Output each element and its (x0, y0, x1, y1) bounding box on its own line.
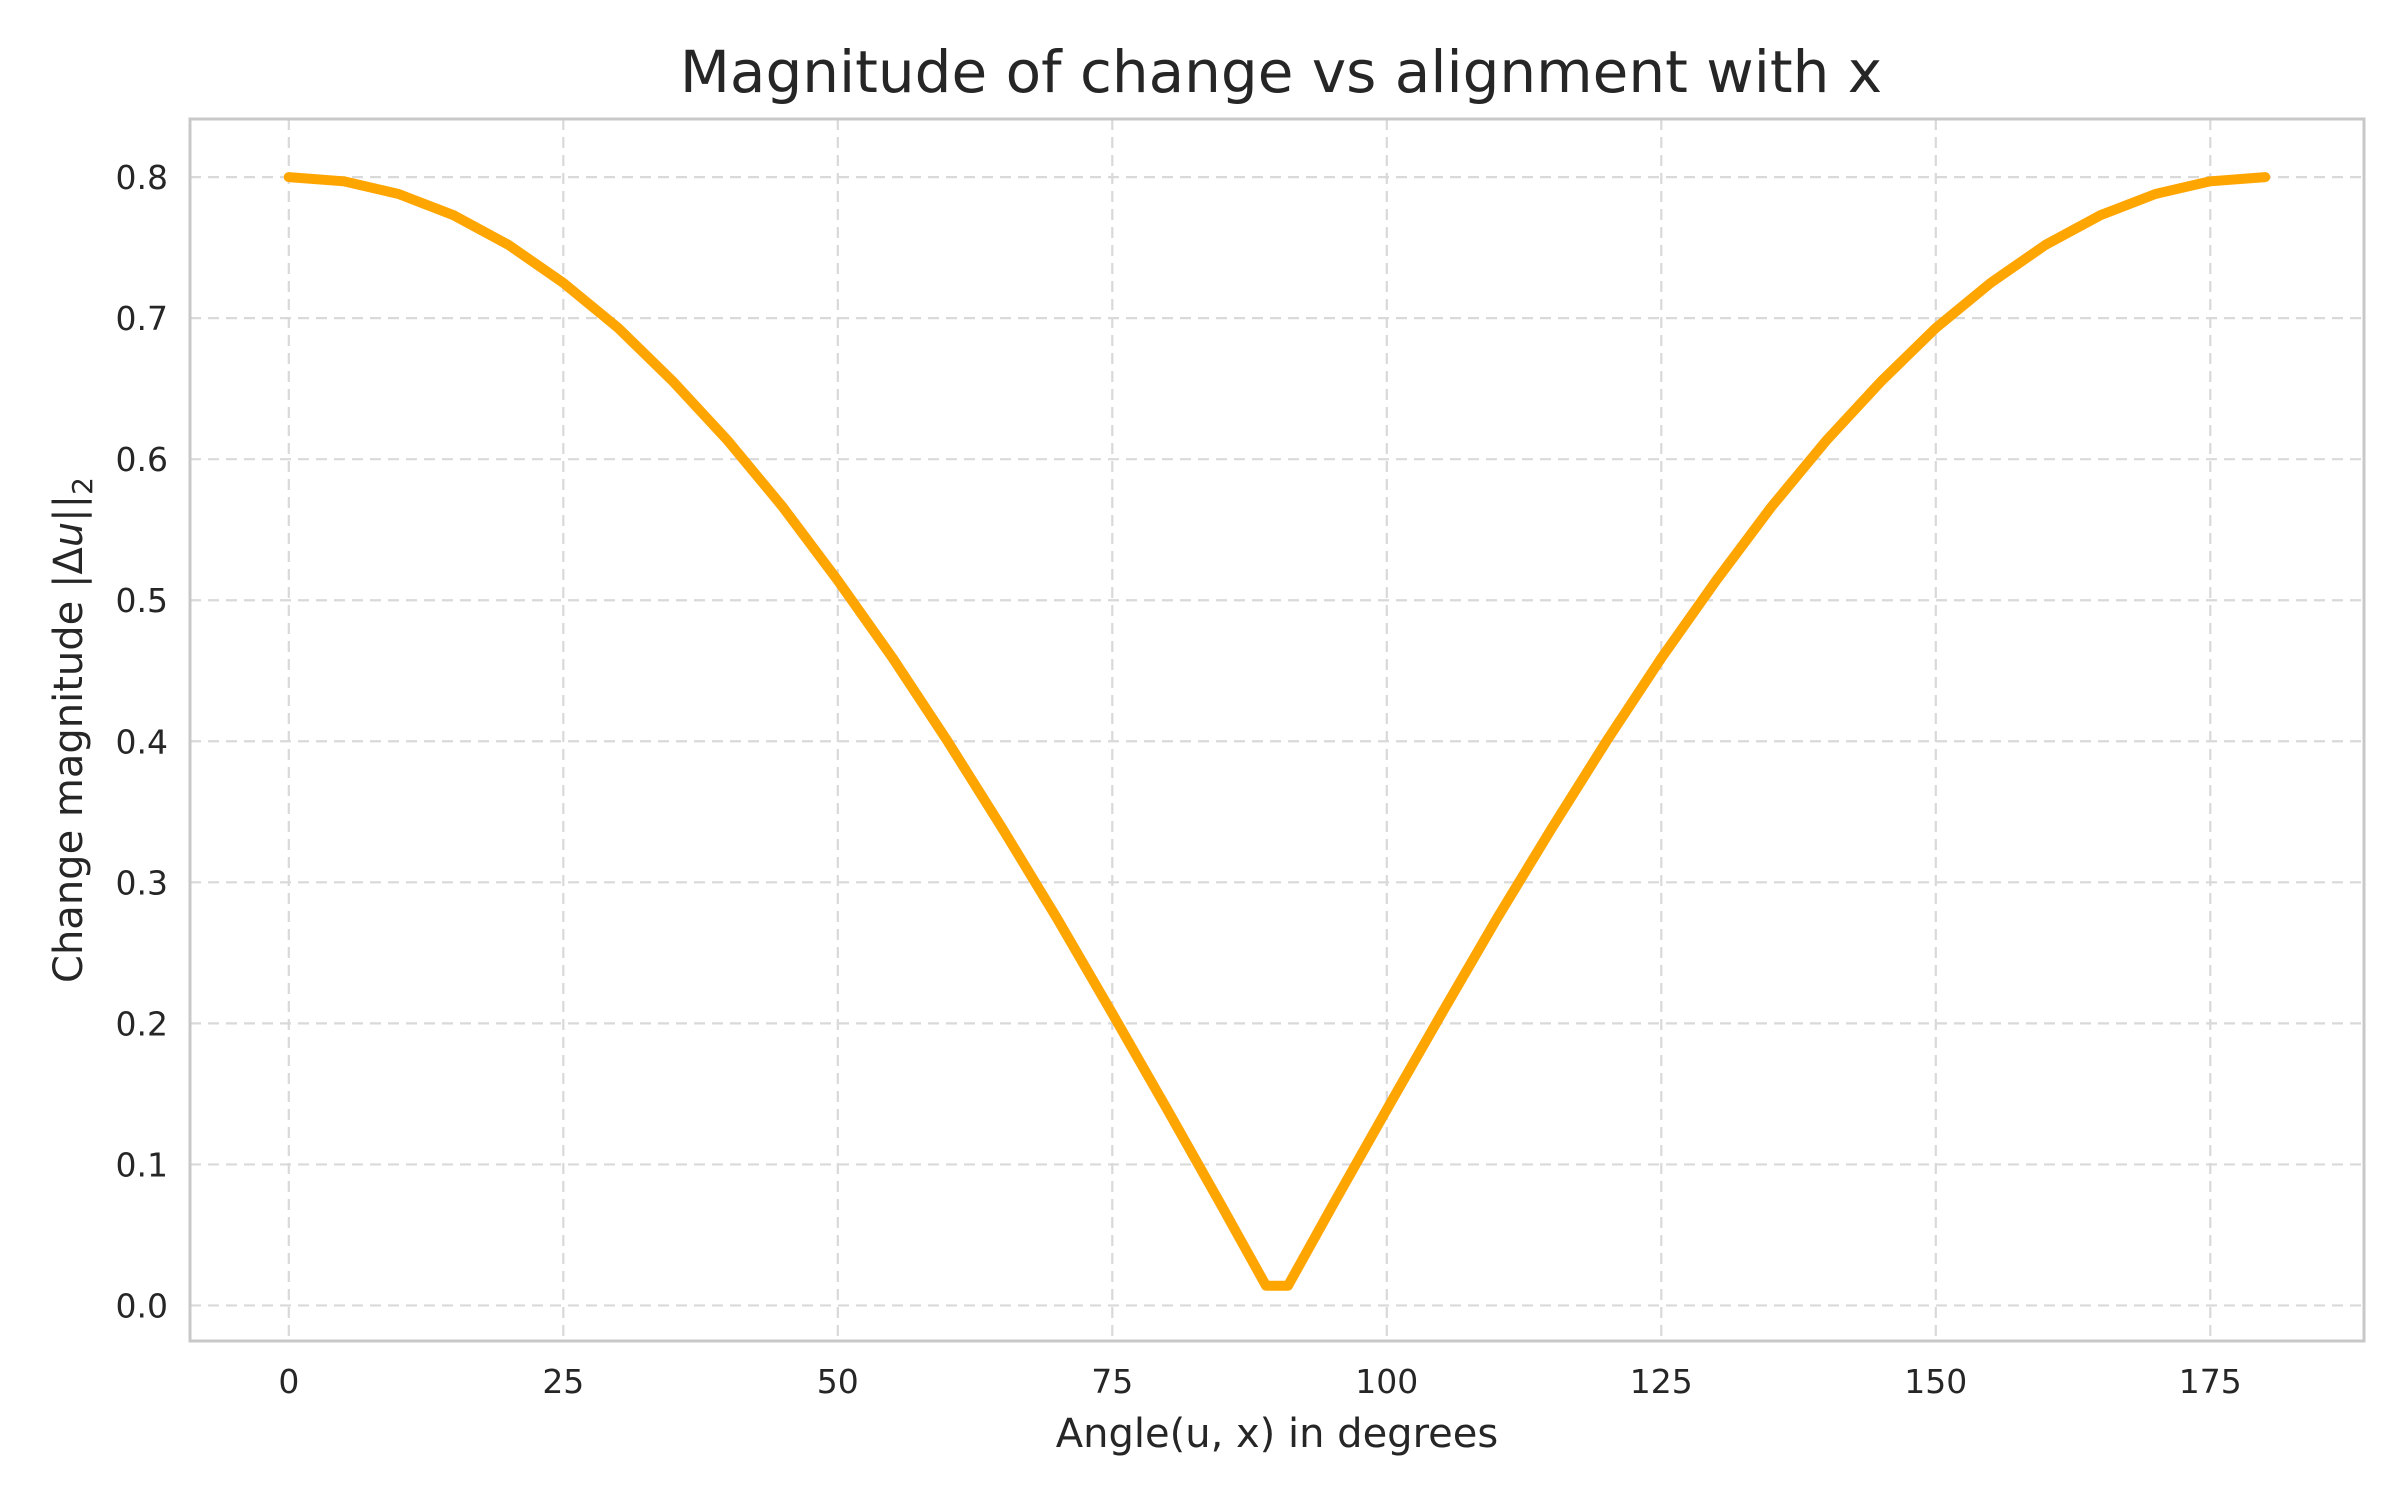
x-tick-label: 0 (278, 1362, 299, 1401)
x-tick-label: 50 (817, 1362, 859, 1401)
y-axis-label-subscript: 2 (66, 477, 99, 495)
chart-title: Magnitude of change vs alignment with x (680, 38, 1882, 106)
y-tick-label: 0.0 (116, 1286, 168, 1325)
y-tick-label: 0.8 (116, 158, 168, 197)
plot-area-frame (188, 117, 2366, 1343)
x-tick-label: 175 (2179, 1362, 2242, 1401)
y-tick-label: 0.5 (116, 581, 168, 620)
y-tick-label: 0.2 (116, 1004, 168, 1043)
x-tick-labels: 0 25 50 75 100 125 150 175 (278, 1362, 2241, 1401)
x-tick-label: 100 (1355, 1362, 1418, 1401)
y-axis-label-variable: u (46, 522, 92, 547)
y-tick-label: 0.1 (116, 1145, 168, 1184)
x-tick-label: 150 (1904, 1362, 1967, 1401)
y-axis-label-norm-bars: || (46, 495, 92, 522)
x-tick-label: 75 (1091, 1362, 1133, 1401)
grid (190, 119, 2364, 1341)
x-tick-label: 25 (542, 1362, 584, 1401)
y-tick-labels: 0.0 0.1 0.2 0.3 0.4 0.5 0.6 0.7 0.8 (116, 158, 168, 1325)
series-line (283, 172, 2271, 1291)
y-tick-label: 0.7 (116, 299, 168, 338)
y-tick-label: 0.6 (116, 440, 168, 479)
x-tick-label: 125 (1630, 1362, 1693, 1401)
y-tick-label: 0.4 (116, 722, 168, 761)
y-axis-label: Change magnitude |Δu||2 (46, 477, 99, 983)
y-axis-label-delta: Δ (46, 547, 92, 575)
y-axis-label-prefix: Change magnitude | (46, 575, 92, 983)
y-tick-label: 0.3 (116, 863, 168, 902)
x-axis-label: Angle(u, x) in degrees (1056, 1411, 1498, 1457)
series-layer (283, 172, 2271, 1291)
